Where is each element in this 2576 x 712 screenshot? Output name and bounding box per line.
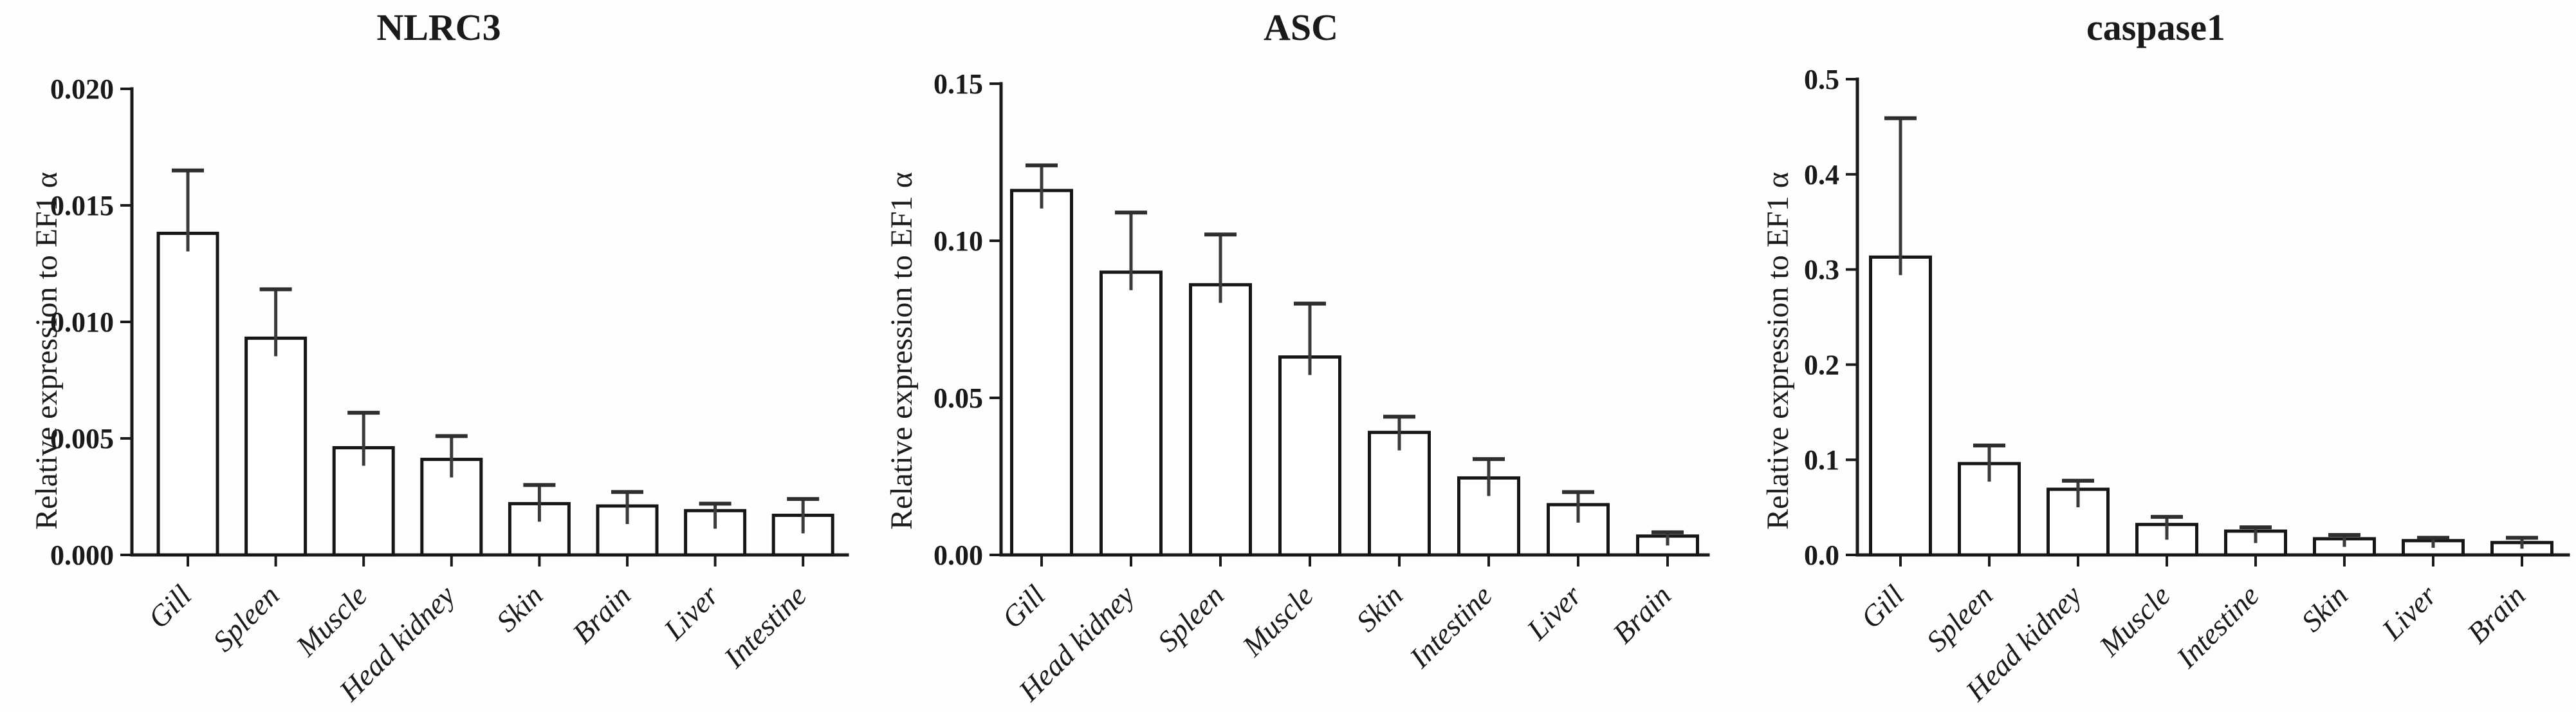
x-category-label: Gill [995,579,1051,635]
y-tick-label: 0.005 [50,423,114,454]
y-tick-label: 0.3 [1804,254,1839,286]
x-category-label: Intestine [717,579,813,675]
y-axis-label: Relative expression to EF1 α [885,172,919,530]
y-tick-label: 0.000 [50,539,114,571]
y-tick-label: 0.4 [1804,159,1839,191]
y-tick-label: 0.0 [1804,539,1839,571]
bar [1278,355,1341,557]
bar [332,445,395,557]
x-category-label: Spleen [207,579,286,658]
x-category-label: Spleen [1151,579,1230,658]
bar [1869,255,1932,557]
x-category-label: Skin [490,579,549,638]
y-tick-label: 0.1 [1804,444,1839,476]
x-category-label: Muscle [2092,579,2176,663]
x-category-label: Skin [2295,579,2354,638]
bar [156,231,219,557]
y-tick-label: 0.00 [934,539,983,571]
x-category-label: Brain [2461,579,2532,650]
x-category-label: Intestine [2169,579,2265,675]
x-category-label: Liver [2375,578,2443,646]
y-tick-label: 0.05 [934,382,983,414]
bar [244,336,308,557]
bar [1010,189,1073,557]
x-category-label: Liver [657,578,725,646]
x-category-label: Gill [142,579,198,635]
x-category-label: Muscle [1235,579,1320,663]
chart-panel-asc: ASC Relative expression to EF1 α 0.15 0.1… [885,6,1710,707]
chart-title: ASC [1264,6,1338,48]
x-category-label: Spleen [1920,579,1999,658]
chart-panel-caspase1: caspase1 Relative expression to EF1 α 0.… [1761,6,2570,707]
plot-area: 0.020 0.015 0.010 0.005 0.000 Gill Spleen Muscl… [50,73,849,707]
y-tick-label: 0.10 [934,225,983,257]
y-tick-label: 0.010 [50,306,114,338]
y-tick-label: 0.5 [1804,64,1839,95]
x-category-label: Liver [1520,578,1588,646]
x-category-label: Brain [566,579,637,650]
chart-panel-nlrc3: NLRC3 Relative expression to EF1 α 0.020… [30,6,849,707]
x-category-label: Gill [1854,579,1910,635]
y-tick-label: 0.020 [50,73,114,105]
y-tick-label: 0.15 [934,68,983,100]
bar [1099,270,1163,557]
chart-title: NLRC3 [376,6,501,48]
bar [1368,431,1431,557]
y-tick-label: 0.2 [1804,349,1839,380]
bar [1189,283,1252,557]
y-tick-label: 0.015 [50,190,114,221]
x-category-label: Muscle [290,579,374,663]
x-category-label: Skin [1350,579,1409,638]
x-category-label: Brain [1606,579,1677,650]
y-axis-label: Relative expression to EF1 α [30,172,64,530]
chart-title: caspase1 [2086,6,2225,48]
x-category-label: Intestine [1403,579,1498,675]
y-axis-label: Relative expression to EF1 α [1761,172,1795,530]
